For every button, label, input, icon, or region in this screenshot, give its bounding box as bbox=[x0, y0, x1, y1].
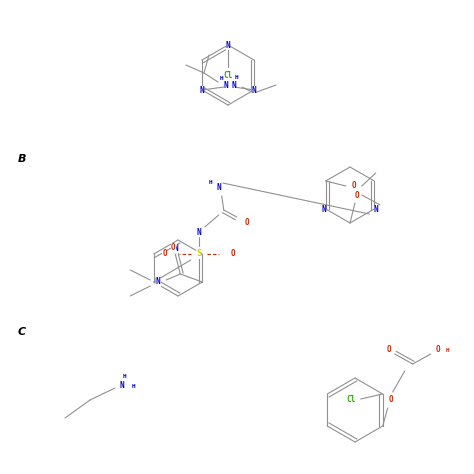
Text: O: O bbox=[230, 249, 235, 258]
Text: O: O bbox=[245, 218, 249, 227]
Text: N: N bbox=[156, 277, 161, 286]
Text: N: N bbox=[252, 85, 256, 94]
Text: H: H bbox=[123, 374, 127, 379]
Text: O: O bbox=[386, 346, 391, 355]
Text: H: H bbox=[209, 181, 213, 185]
Text: Cl: Cl bbox=[346, 394, 356, 403]
Text: H: H bbox=[132, 384, 136, 390]
Text: N: N bbox=[173, 244, 178, 253]
Text: N: N bbox=[226, 40, 230, 49]
Text: Cl: Cl bbox=[223, 71, 233, 80]
Text: N: N bbox=[321, 206, 326, 215]
Text: N: N bbox=[224, 81, 228, 90]
Text: B: B bbox=[18, 154, 27, 164]
Text: N: N bbox=[196, 228, 201, 237]
Text: O: O bbox=[171, 243, 175, 252]
Text: S: S bbox=[196, 249, 201, 258]
Text: O: O bbox=[163, 249, 167, 258]
Text: O: O bbox=[351, 182, 356, 191]
Text: O: O bbox=[436, 346, 440, 355]
Text: C: C bbox=[18, 327, 26, 337]
Text: O: O bbox=[388, 395, 393, 404]
Text: H: H bbox=[234, 74, 238, 80]
Text: N: N bbox=[374, 206, 379, 215]
Text: O: O bbox=[355, 191, 359, 200]
Text: H: H bbox=[446, 347, 449, 353]
Text: N: N bbox=[232, 81, 237, 90]
Text: N: N bbox=[120, 381, 124, 390]
Text: H: H bbox=[220, 75, 224, 81]
Text: N: N bbox=[217, 183, 221, 192]
Text: N: N bbox=[200, 85, 204, 94]
